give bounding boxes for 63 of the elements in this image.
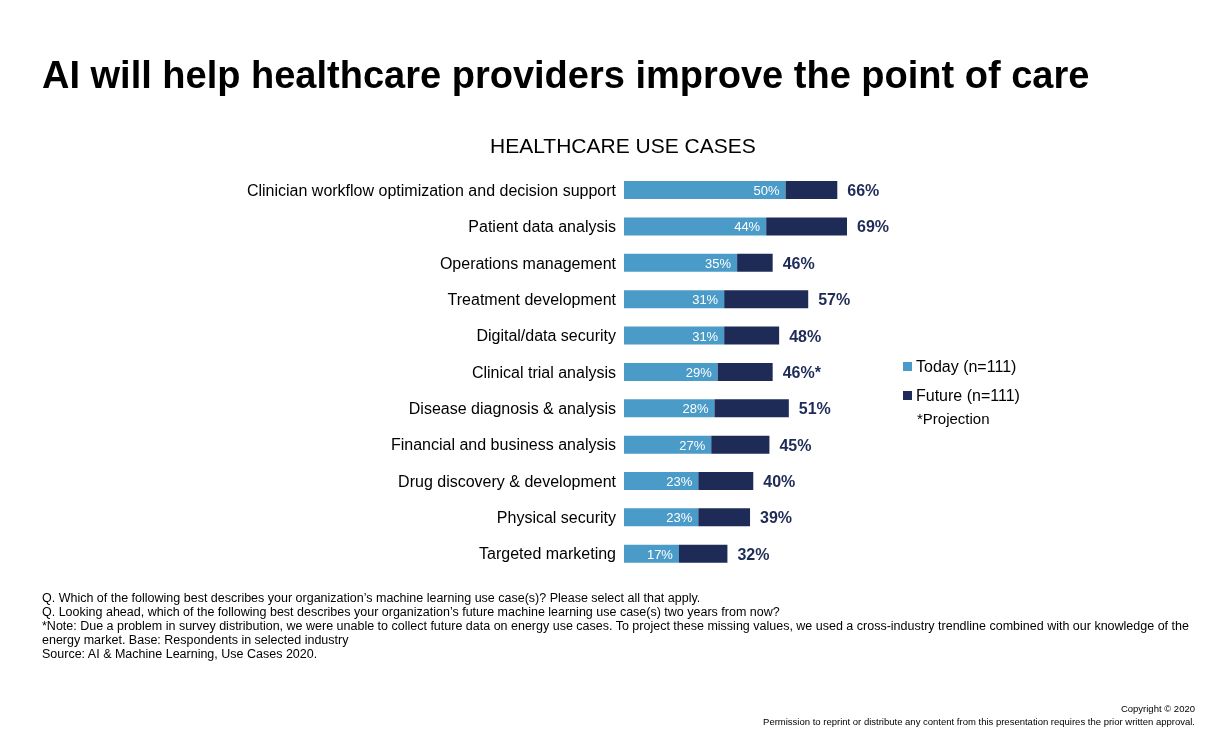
chart-subtitle: HEALTHCARE USE CASES <box>490 134 756 158</box>
data-label: 31% <box>692 292 719 308</box>
text: Copyright © 2020 <box>1119 702 1195 715</box>
y-tick-label: Patient data analysis <box>468 218 616 236</box>
total-label: 69% <box>857 218 890 236</box>
total-label: 46% <box>782 254 815 272</box>
data-label: 35% <box>705 255 732 271</box>
data-label: 28% <box>682 401 709 417</box>
text: Q. Looking ahead, which of the following best describes your organization’s future machine learning use case(s) two years from now? <box>42 605 781 619</box>
bar <box>624 399 715 418</box>
data-label: 23% <box>666 510 693 526</box>
total-label: 39% <box>760 509 793 527</box>
bar <box>624 253 738 272</box>
y-tick-label: Targeted marketing <box>479 545 616 563</box>
y-tick-label: Physical security <box>496 509 616 527</box>
bar <box>711 435 770 454</box>
chart-title: AI will help healthcare providers improve the point of care <box>42 54 1090 97</box>
total-label: 57% <box>818 291 851 309</box>
total-label: 40% <box>763 473 796 490</box>
bar <box>785 181 838 200</box>
data-label: 27% <box>679 437 706 453</box>
bar <box>624 435 712 454</box>
data-label: 44% <box>734 219 761 235</box>
data-label: 31% <box>692 328 719 344</box>
bar <box>717 362 773 381</box>
y-tick-label: Clinical trial analysis <box>471 363 616 381</box>
y-tick-label: Drug discovery & development <box>398 472 617 490</box>
y-tick-label: Disease diagnosis & analysis <box>408 400 616 418</box>
bar <box>724 326 780 345</box>
total-label: 48% <box>789 327 822 345</box>
data-label: 50% <box>753 183 781 199</box>
legend-label: Today (n=111) <box>916 357 1017 376</box>
bar <box>724 290 809 309</box>
bar <box>624 181 786 200</box>
total-label: 45% <box>779 436 812 454</box>
legend-label: Future (n=111) <box>916 386 1020 405</box>
y-tick-label: Digital/data security <box>476 327 616 345</box>
y-tick-label: Clinician workflow optimization and decision support <box>246 181 617 199</box>
bar <box>698 508 751 527</box>
y-tick-label: Financial and business analysis <box>390 436 616 454</box>
bar <box>766 217 847 236</box>
total-label: 46%* <box>782 363 822 381</box>
bar <box>624 217 767 236</box>
total-label: 51% <box>798 400 831 418</box>
data-label: 23% <box>666 474 693 489</box>
y-tick-label: Treatment development <box>447 290 617 308</box>
total-label: 66% <box>847 182 880 200</box>
bar <box>737 253 773 272</box>
bar <box>698 472 754 490</box>
text: *Projection <box>917 410 991 427</box>
y-tick-label: Operations management <box>439 254 617 272</box>
text: *Note: Due a problem in survey distribution, we were unable to collect future data on energy use cases. To project these missing values, we used a cross-industry trendline combined with our knowledge of the energy market. Base: Respondents in selected industry <box>42 619 1190 647</box>
text: Permission to reprint or distribute any content from this presentation requires the prior written approval. <box>763 715 1195 728</box>
data-label: 29% <box>685 364 713 380</box>
bar <box>624 362 718 381</box>
source-note: Source: AI & Machine Learning, Use Cases 2020. <box>42 647 319 661</box>
bar <box>714 399 789 418</box>
text: Q. Which of the following best describes your organization’s machine learning use case(s)? Please select all that apply. <box>42 591 702 605</box>
data-label: 17% <box>646 546 674 562</box>
bar <box>678 544 728 563</box>
bar <box>624 326 725 345</box>
bar <box>624 290 725 309</box>
total-label: 32% <box>737 545 770 563</box>
